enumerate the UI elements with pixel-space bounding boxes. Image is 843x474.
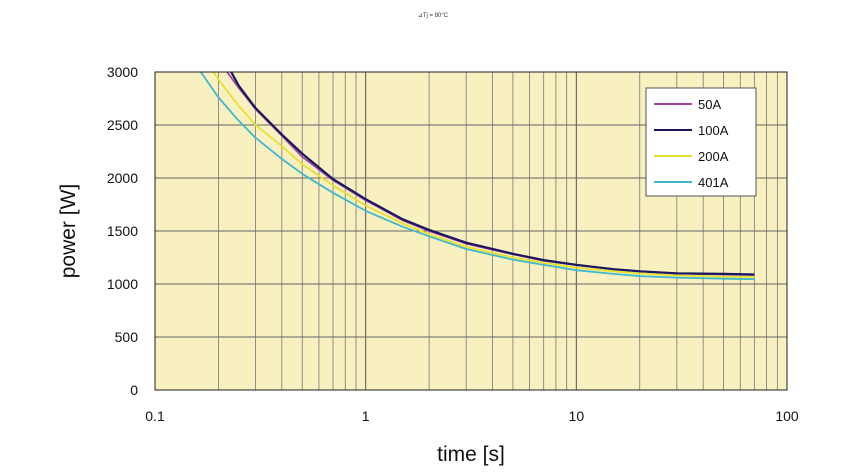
y-tick-label: 2500 — [107, 117, 138, 133]
x-axis-title: time [s] — [437, 443, 505, 466]
plot-frame — [154, 71, 788, 391]
y-tick-label: 2000 — [107, 170, 138, 186]
y-tick-label: 0 — [130, 382, 138, 398]
y-tick-label: 1500 — [107, 223, 138, 239]
x-tick-label: 100 — [775, 408, 799, 424]
series-line-401A — [200, 71, 755, 281]
tick-labels: 0 500 1000 1500 2000 2500 3000 0.1 1 10 100 — [107, 64, 799, 424]
y-tick-label: 1000 — [107, 276, 138, 292]
series-line-200A — [212, 71, 755, 278]
legend-label: 100A — [698, 123, 729, 138]
legend-label: 50A — [698, 97, 721, 112]
x-tick-label: 10 — [569, 408, 585, 424]
legend-label: 200A — [698, 149, 729, 164]
series-line-100A — [230, 71, 755, 276]
y-axis-title: power [W] — [57, 184, 80, 279]
x-tick-label: 0.1 — [145, 408, 165, 424]
legend-label: 401A — [698, 175, 729, 190]
y-tick-label: 500 — [115, 329, 139, 345]
legend-box — [645, 87, 757, 197]
legend: 50A 100A 200A 401A — [645, 87, 757, 197]
y-tick-label: 3000 — [107, 64, 138, 80]
x-tick-label: 1 — [362, 408, 370, 424]
chart-title: ⊿Tj = 80°C — [418, 13, 449, 19]
series-layer — [200, 71, 755, 281]
